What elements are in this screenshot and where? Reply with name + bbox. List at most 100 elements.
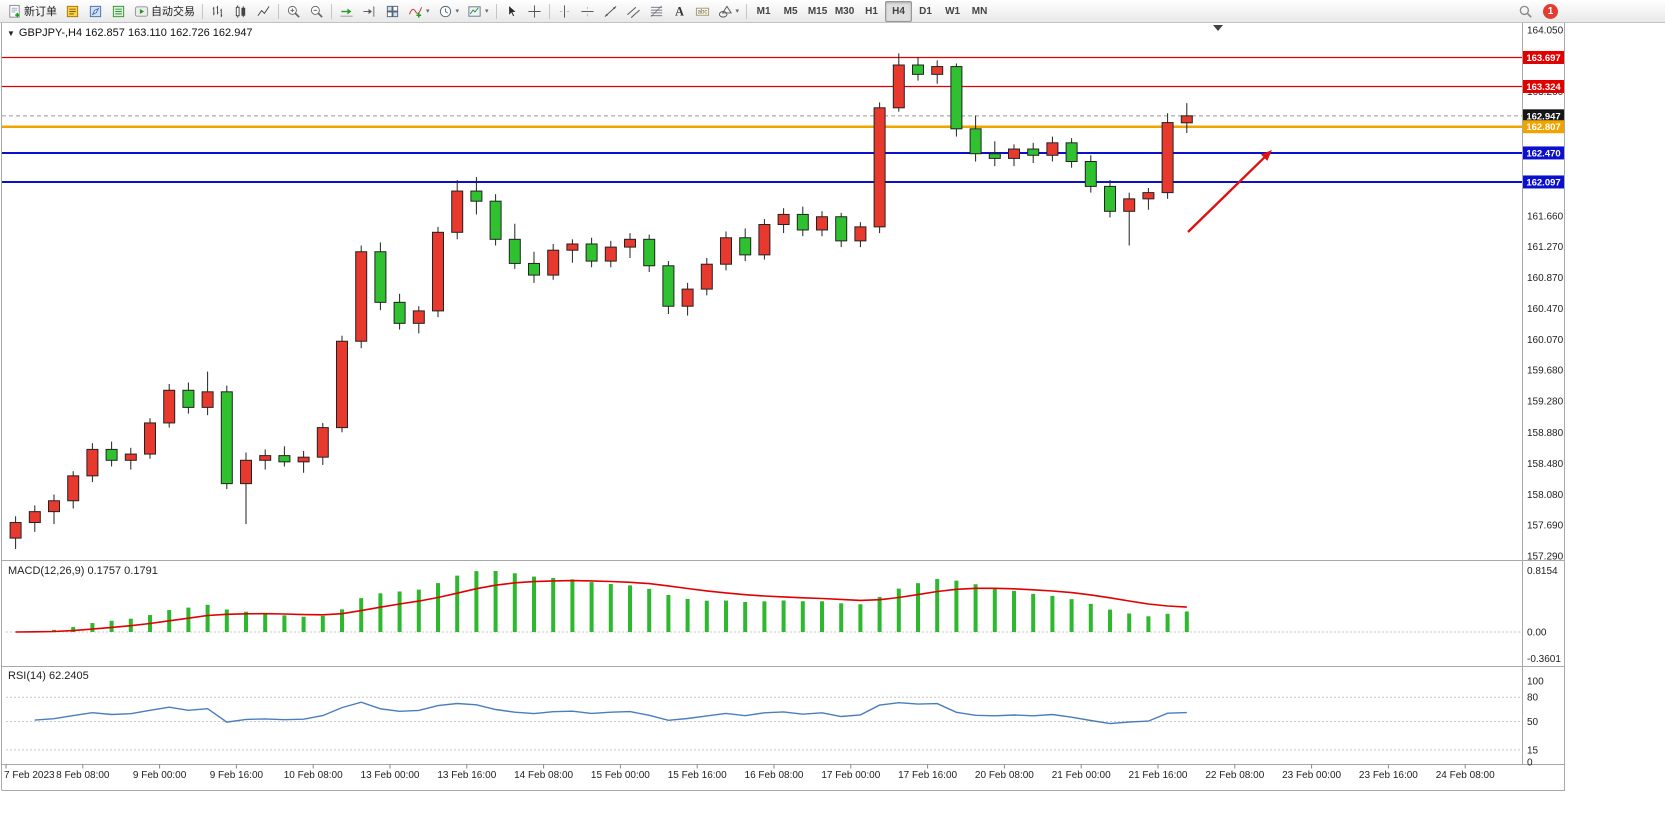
macd-axis-label: 0.00 [1527,628,1547,639]
candle-body [835,216,848,242]
time-axis-label[interactable]: 21 Feb 16:00 [1129,770,1188,781]
indicators-icon [408,4,423,19]
templates-button[interactable]: ▾ [463,0,493,22]
notifications-badge[interactable]: 1 [1543,3,1558,19]
tf-m5-button[interactable]: M5 [777,1,804,22]
trend-arrow[interactable] [1187,153,1269,233]
trend-arrow-head[interactable] [1261,150,1272,161]
equidistant-channel-button[interactable] [622,0,645,22]
time-axis-label[interactable]: 9 Feb 00:00 [133,770,187,781]
bar-chart-button[interactable] [206,0,229,22]
price-axis-label: 161.270 [1527,242,1564,253]
fibonacci-icon [649,4,664,19]
chart-shift-button[interactable] [358,0,381,22]
chart-shift-marker[interactable] [1213,25,1223,31]
vertical-line-button[interactable] [553,0,576,22]
tf-mn-button[interactable]: MN [966,1,993,22]
chart-shift-icon [362,4,377,19]
time-axis-label[interactable]: 24 Feb 08:00 [1436,770,1495,781]
time-axis-label[interactable]: 15 Feb 16:00 [668,770,727,781]
time-axis-label[interactable]: 10 Feb 08:00 [284,770,343,781]
time-axis-label[interactable]: 23 Feb 16:00 [1359,770,1418,781]
rsi-axis-label: 15 [1527,745,1539,756]
search-icon[interactable] [1518,4,1533,19]
text-label-icon: abc [695,4,710,19]
macd-signal-line [15,579,1187,633]
time-axis-label[interactable]: 21 Feb 00:00 [1052,770,1111,781]
tf-d1-button[interactable]: D1 [912,1,939,22]
time-axis-label[interactable]: 13 Feb 16:00 [437,770,496,781]
time-axis-label[interactable]: 16 Feb 08:00 [745,770,804,781]
candle-body [931,66,944,75]
text-button[interactable]: A [668,0,691,22]
tile-windows-button[interactable] [381,0,404,22]
periods-button[interactable]: ▾ [434,0,464,22]
candle-body [1161,122,1174,194]
time-axis-label[interactable]: 9 Feb 16:00 [210,770,264,781]
candle-body [163,389,176,424]
time-axis-label[interactable]: 8 Feb 08:00 [56,770,110,781]
tf-h4-label: H4 [892,5,905,17]
dropdown-caret-icon: ▾ [735,8,740,15]
market-watch-button[interactable] [61,0,84,22]
candle-body [220,391,233,485]
time-axis-label[interactable]: 23 Feb 00:00 [1282,770,1341,781]
cursor-button[interactable] [500,0,523,22]
price-axis-label: 160.470 [1527,304,1564,315]
time-axis-label[interactable]: 14 Feb 08:00 [514,770,573,781]
market-watch-icon [65,4,80,19]
candlestick-chart-button[interactable] [229,0,252,22]
new-order-button[interactable]: 新订单 [3,0,61,22]
candle-body [67,475,80,502]
shapes-button[interactable]: ▾ [714,0,744,22]
zoom-in-button[interactable] [282,0,305,22]
autotrading-label: 自动交易 [151,6,195,18]
new-order-label: 新订单 [24,6,57,18]
candle-body [950,66,963,130]
indicators-button[interactable]: ▾ [404,0,434,22]
candle-body [547,249,560,276]
tf-h1-button[interactable]: H1 [858,1,885,22]
toolbar-separator [202,3,203,19]
tf-w1-button[interactable]: W1 [939,1,966,22]
candle-body [988,153,1001,159]
horizontal-line-button[interactable] [576,0,599,22]
navigator-icon [88,4,103,19]
tf-m15-button[interactable]: M15 [804,1,831,22]
time-axis-label[interactable]: 7 Feb 2023 [4,770,55,781]
terminal-icon [111,4,126,19]
zoom-out-button[interactable] [305,0,328,22]
price-axis-label: 164.050 [1527,26,1564,37]
time-axis-label[interactable]: 13 Feb 00:00 [361,770,420,781]
tf-m30-button[interactable]: M30 [831,1,858,22]
navigator-button[interactable] [84,0,107,22]
toolbar-separator [746,3,748,19]
toolbar-separator [548,3,550,19]
tf-h4-button[interactable]: H4 [885,0,913,22]
time-axis-label[interactable]: 17 Feb 00:00 [821,770,880,781]
time-axis-label[interactable]: 22 Feb 08:00 [1205,770,1264,781]
crosshair-button[interactable] [523,0,546,22]
autotrading-button[interactable]: 自动交易 [130,0,199,22]
time-axis-label[interactable]: 15 Feb 00:00 [591,770,650,781]
periods-icon [438,4,453,19]
terminal-button[interactable] [107,0,130,22]
text-label-button[interactable]: abc [691,0,714,22]
equidistant-channel-icon [626,4,641,19]
candle-body [1123,198,1136,212]
dropdown-caret-icon: ▾ [485,8,489,15]
time-axis-label[interactable]: 17 Feb 16:00 [898,770,957,781]
time-axis-label[interactable]: 20 Feb 08:00 [975,770,1034,781]
auto-scroll-icon [339,4,354,19]
auto-scroll-button[interactable] [335,0,358,22]
tf-m1-button[interactable]: M1 [750,1,777,22]
trendline-button[interactable] [599,0,622,22]
rsi-axis-label: 50 [1527,717,1539,728]
candle-body [566,243,579,251]
candle-body [201,391,214,408]
line-chart-button[interactable] [252,0,275,22]
vertical-line-icon [557,4,572,19]
fibonacci-button[interactable] [645,0,668,22]
price-axis-label: 160.870 [1527,273,1564,284]
